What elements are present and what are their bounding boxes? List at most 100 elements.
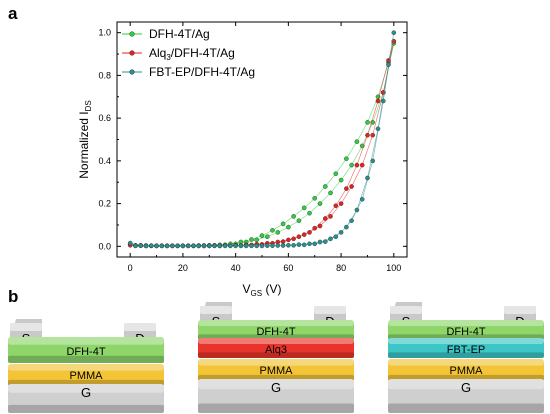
data-point [196,243,201,249]
data-point [359,162,365,168]
data-point [328,190,333,196]
data-point [344,224,349,230]
data-point [312,225,317,231]
data-point [381,98,386,104]
data-point [338,201,344,206]
data-point [391,30,397,35]
y-tick-label: 0.6 [98,113,111,123]
data-point [344,156,349,161]
gate-label: G [81,385,91,400]
data-point [201,243,207,249]
data-point [286,237,291,243]
data-point [365,175,370,181]
data-point [365,132,370,138]
x-axis-title: VGS (V) [243,282,282,298]
data-point [185,243,191,249]
data-point [249,243,254,249]
gate-layer [198,379,354,413]
data-point [238,243,244,249]
data-point [159,243,165,249]
semiconductor-layer-1-highlight [198,320,354,326]
legend-label: Alq3/DFH-4T/Ag [149,46,235,62]
legend-marker [129,50,135,56]
x-tick-label: 20 [178,263,188,273]
gate-layer-highlight [388,379,544,390]
data-point [254,237,259,243]
semiconductor-layer-2-highlight [198,338,354,344]
legend-label: FBT-EP/DFH-4T/Ag [149,65,255,79]
data-point [328,214,333,219]
pmma-layer-highlight [388,359,544,366]
source-contact-highlight [390,306,422,314]
y-tick-label: 0.2 [98,199,111,209]
data-point [328,236,333,242]
gate-label: G [461,380,471,395]
data-point [217,243,223,249]
data-point [349,218,354,223]
x-tick-label: 60 [283,263,293,273]
layer-label-1: DFH-4T [446,326,485,338]
data-point [359,197,365,202]
gate-layer-shadow [8,404,164,413]
legend-marker [129,69,135,75]
semiconductor-layer-2-shadow [388,352,544,358]
data-point [338,230,344,235]
data-point [170,243,175,249]
semiconductor-layer-1-highlight [388,320,544,326]
data-point [323,239,328,244]
data-point [222,243,228,249]
drain-contact-highlight [314,306,346,314]
panel-label-b: b [8,287,19,306]
gate-layer-shadow [388,403,544,413]
gate-layer-highlight [8,384,164,393]
data-point [180,243,186,249]
data-point [344,186,349,191]
gate-label: G [271,380,281,395]
pmma-layer-highlight [8,364,164,371]
y-axis-title: Normalized IDS [77,100,93,178]
data-point [365,120,370,125]
pmma-label: PMMA [450,365,484,377]
y-tick-label: 0.8 [98,70,111,80]
gate-layer [8,384,164,413]
x-tick-label: 100 [386,263,401,273]
pmma-label: PMMA [70,370,104,382]
data-point [270,243,275,248]
data-point [307,241,312,247]
data-point [291,243,296,248]
y-tick-label: 0.0 [98,241,111,251]
legend: DFH-4T/Ag Alq3/DFH-4T/Ag FBT-EP/DFH-4T/Ag [122,27,255,79]
drain-contact-highlight [124,323,156,331]
data-point [154,243,159,249]
data-point [307,210,312,216]
data-point [259,233,265,238]
data-point [259,243,265,249]
data-point [317,223,323,229]
data-point [228,243,233,249]
data-point [317,201,323,206]
data-point [286,243,291,248]
data-point [149,243,154,248]
data-point [296,242,302,247]
pmma-layer-highlight [198,359,354,366]
data-point [370,158,375,164]
data-point [280,243,286,248]
semiconductor-layer-2-shadow [198,352,354,358]
data-point [164,243,170,249]
data-point [291,236,296,242]
data-point [291,214,296,219]
data-point [349,162,354,168]
data-point [333,203,339,208]
layer-label-1: DFH-4T [256,326,295,338]
x-tick-label: 80 [336,263,346,273]
data-point [254,243,259,249]
data-point [370,132,375,138]
data-point [270,228,275,233]
drain-contact-highlight [504,306,536,314]
data-point [354,162,360,168]
data-point [312,196,317,201]
data-point [265,234,270,239]
data-point [143,243,149,249]
plot-frame: 0 20 40 60 80 100 0.0 0.2 0.4 0.6 0.8 1.0 VGS (V) Nor… [77,21,408,298]
